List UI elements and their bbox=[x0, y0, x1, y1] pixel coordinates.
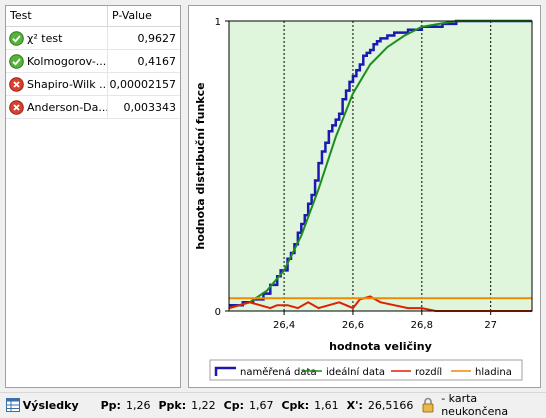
distribution-chart: 26,4 26,6 26,8 27 0 1 hodnota veličiny hodnota … bbox=[194, 17, 533, 381]
table-row[interactable]: Kolmogorov-... 0,4167 bbox=[6, 50, 180, 73]
test-name: Anderson-Da... bbox=[27, 100, 108, 114]
x-tick-label: 26,4 bbox=[273, 320, 295, 331]
table-icon bbox=[6, 398, 20, 412]
table-row[interactable]: Shapiro-Wilk ... 0,00002157 bbox=[6, 73, 180, 96]
test-name: Shapiro-Wilk ... bbox=[27, 77, 108, 91]
pvalue-cell: 0,00002157 bbox=[109, 77, 176, 91]
y-tick-label: 1 bbox=[215, 17, 221, 28]
ppk-label: Ppk: bbox=[158, 398, 187, 412]
plot-area bbox=[228, 20, 533, 312]
legend-swatch bbox=[214, 366, 236, 376]
x-axis-label: hodnota veličiny bbox=[329, 340, 432, 353]
cp-value: 1,67 bbox=[248, 398, 274, 412]
x-tick-label: 26,8 bbox=[411, 320, 433, 331]
table-row[interactable]: Anderson-Da... 0,003343 bbox=[6, 96, 180, 119]
legend bbox=[209, 359, 523, 381]
x-tick-label: 26,6 bbox=[342, 320, 364, 331]
pvalue-cell: 0,9627 bbox=[137, 31, 177, 45]
results-table: Test P-Value χ² test 0,9627 Kolmogorov-...… bbox=[5, 5, 181, 388]
statusbar-title: Výsledky bbox=[22, 398, 79, 412]
table-row[interactable]: χ² test 0,9627 bbox=[6, 27, 180, 50]
cpk-value: 1,61 bbox=[314, 398, 339, 412]
ppk-value: 1,22 bbox=[191, 398, 216, 412]
test-name-cell: Kolmogorov-... bbox=[6, 50, 108, 72]
legend-label: ideální data bbox=[326, 366, 385, 378]
test-name-cell: Shapiro-Wilk ... bbox=[6, 73, 108, 95]
fail-icon bbox=[9, 99, 24, 115]
cp-label: Cp: bbox=[223, 398, 244, 412]
pvalue-cell: 0,4167 bbox=[137, 54, 177, 68]
pp-value: 1,26 bbox=[125, 398, 151, 412]
test-name: χ² test bbox=[27, 31, 63, 45]
legend-label: hladina bbox=[475, 367, 512, 378]
chart-panel: 26,4 26,6 26,8 27 0 1 hodnota veličiny hodnota … bbox=[188, 5, 541, 388]
x-tick-label: 27 bbox=[484, 320, 497, 331]
pvalue-cell: 0,003343 bbox=[123, 100, 177, 114]
cpk-label: Cpk: bbox=[281, 398, 310, 412]
xbar-label: X': bbox=[346, 398, 363, 412]
series-line bbox=[228, 295, 532, 312]
series-line bbox=[228, 20, 532, 310]
lock-icon bbox=[422, 397, 434, 413]
pass-icon bbox=[9, 30, 24, 46]
pp-label: Pp: bbox=[100, 398, 121, 412]
plot-frame bbox=[228, 20, 533, 312]
y-tick-label: 0 bbox=[215, 307, 221, 318]
legend-label: rozdíl bbox=[415, 366, 442, 378]
status-bar: Výsledky Pp: 1,26 Ppk: 1,22 Cp: 1,67 Cpk… bbox=[0, 392, 546, 418]
column-header-test[interactable]: Test bbox=[6, 6, 108, 26]
test-name: Kolmogorov-... bbox=[27, 54, 107, 68]
legend-label: naměřená data bbox=[240, 366, 317, 378]
pass-icon bbox=[9, 53, 24, 69]
status-note: - karta neukončena bbox=[441, 392, 509, 418]
y-axis-label: hodnota distribuční funkce bbox=[194, 82, 207, 249]
xbar-value: 26,5166 bbox=[367, 398, 414, 412]
table-header: Test P-Value bbox=[6, 6, 180, 27]
series-line bbox=[229, 19, 532, 307]
test-name-cell: χ² test bbox=[6, 27, 108, 49]
fail-icon bbox=[9, 76, 24, 92]
column-header-pvalue[interactable]: P-Value bbox=[112, 9, 152, 22]
test-name-cell: Anderson-Da... bbox=[6, 96, 108, 118]
